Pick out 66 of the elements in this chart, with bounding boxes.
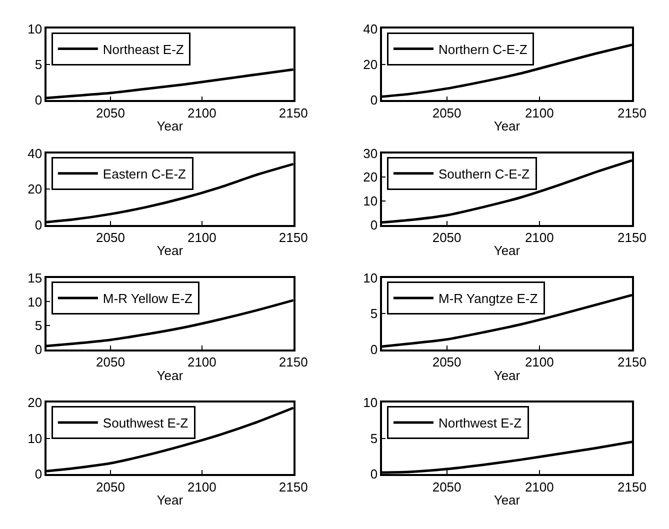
y-tick-label: 5 [370,430,378,446]
x-axis-title: Year [156,118,184,134]
legend-label: Southern C-E-Z [438,166,530,182]
legend-label: M-R Yangtze E-Z [438,291,538,306]
x-axis-title: Year [494,243,521,258]
x-tick-label: 2100 [524,479,554,494]
y-tick-label: 20 [363,170,378,185]
x-tick-label: 2150 [618,106,646,121]
x-tick-label: 2150 [278,230,308,246]
y-tick-label: 0 [370,217,378,232]
y-tick-label: 10 [363,194,378,209]
x-tick-label: 2100 [524,354,554,370]
x-tick-label: 2150 [278,354,308,370]
x-tick-label: 2150 [618,230,646,246]
x-tick-label: 2050 [432,106,462,121]
x-axis-title: Year [156,243,184,258]
y-tick-label: 0 [34,466,42,482]
y-tick-label: 0 [34,92,42,108]
x-tick-label: 2150 [278,106,308,121]
x-tick-label: 2100 [187,230,216,246]
y-tick-label: 0 [370,92,378,108]
y-tick-label: 10 [28,430,42,446]
legend-label: Northern C-E-Z [438,42,528,57]
x-tick-label: 2050 [432,230,462,246]
x-axis-title: Year [156,368,184,383]
x-tick-label: 2050 [432,479,462,494]
y-tick-label: 0 [34,342,42,357]
x-tick-label: 2050 [96,354,125,370]
y-tick-label: 5 [34,57,42,72]
y-tick-label: 15 [28,270,42,286]
legend-label: Northwest E-Z [438,416,522,431]
y-tick-label: 10 [363,395,378,410]
y-tick-label: 5 [34,318,42,334]
x-tick-label: 2150 [278,479,308,494]
y-tick-label: 30 [363,146,378,161]
y-tick-label: 40 [363,21,378,36]
x-tick-label: 2100 [524,106,554,121]
y-tick-label: 20 [28,395,42,410]
y-tick-label: 10 [28,294,42,310]
x-tick-label: 2100 [524,230,554,246]
y-tick-label: 20 [28,182,42,197]
legend-label: M-R Yellow E-Z [102,291,193,306]
y-tick-label: 40 [28,146,42,161]
legend-label: Southwest E-Z [102,416,188,431]
x-tick-label: 2100 [187,354,216,370]
y-tick-label: 0 [370,466,378,482]
x-axis-title: Year [494,368,521,383]
x-axis-title: Year [494,492,521,508]
x-axis-title: Year [156,492,184,508]
y-tick-label: 0 [34,217,42,232]
y-tick-label: 0 [370,342,378,357]
x-tick-label: 2150 [618,479,646,494]
y-tick-label: 10 [363,270,378,286]
y-tick-label: 5 [370,306,378,322]
x-tick-label: 2050 [96,106,125,121]
y-tick-label: 10 [28,21,42,36]
x-tick-label: 2100 [187,106,216,121]
y-tick-label: 20 [363,57,378,72]
legend-label: Northeast E-Z [102,42,184,57]
x-axis-title: Year [494,118,521,134]
x-tick-label: 2150 [618,354,646,370]
x-tick-label: 2050 [432,354,462,370]
x-tick-label: 2050 [96,479,125,494]
legend-label: Eastern C-E-Z [102,166,186,182]
x-tick-label: 2100 [187,479,216,494]
x-tick-label: 2050 [96,230,125,246]
